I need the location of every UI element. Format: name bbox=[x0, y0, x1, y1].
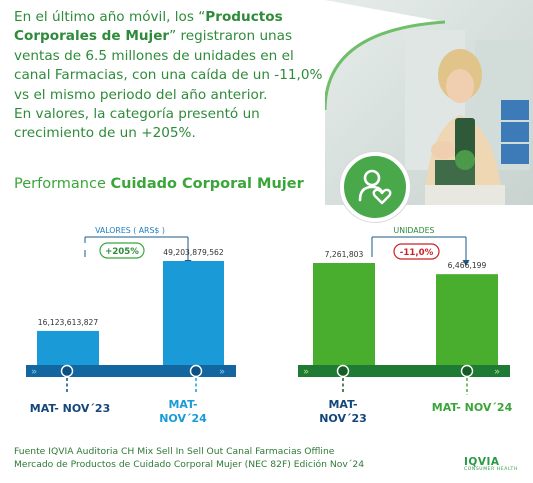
iqvia-logo: IQVIA CONSUMER HEALTH bbox=[464, 456, 518, 472]
unidades-category-1: MAT-NOV´23 bbox=[319, 398, 367, 425]
valores-marker-1 bbox=[60, 364, 74, 378]
unidades-marker-2 bbox=[460, 364, 474, 378]
unidades-title: UNIDADES bbox=[394, 226, 435, 235]
valores-category-1: MAT- NOV´23 bbox=[30, 402, 110, 415]
unidades-value-1: 7,261,803 bbox=[325, 250, 364, 259]
logo-sub: CONSUMER HEALTH bbox=[464, 467, 518, 472]
valores-title: VALORES ( ARS$ ) bbox=[95, 226, 165, 235]
unidades-connector bbox=[371, 236, 467, 261]
footer-line-2: Mercado de Productos de Cuidado Corporal… bbox=[14, 458, 365, 470]
unidades-bar-1 bbox=[313, 263, 375, 365]
unidades-change-pill bbox=[393, 243, 440, 260]
valores-bar-2 bbox=[163, 261, 224, 365]
source-footer: Fuente IQVIA Auditoria CH Mix Sell In Se… bbox=[14, 446, 364, 471]
logo-name: IQVIA bbox=[464, 456, 500, 468]
section-title-bold: Cuidado Corporal Mujer bbox=[110, 176, 304, 192]
unidades-value-2: 6,466,199 bbox=[448, 261, 487, 270]
unidades-marker-1 bbox=[336, 364, 350, 378]
valores-track-chevrons-right: » bbox=[219, 367, 225, 378]
intro-text: En el último año móvil, los “Productos C… bbox=[14, 8, 324, 144]
valores-value-1: 16,123,613,827 bbox=[38, 318, 99, 327]
valores-marker-2 bbox=[189, 364, 203, 378]
unidades-track-chevrons-right: » bbox=[494, 367, 500, 378]
valores-connector bbox=[84, 237, 189, 257]
valores-bar-1 bbox=[37, 330, 99, 365]
section-title: Performance Cuidado Corporal Mujer bbox=[14, 176, 304, 192]
unidades-track-chevrons-left: » bbox=[303, 367, 309, 378]
valores-change: +205% bbox=[105, 247, 139, 257]
intro-p1-b: ” registraron unas ventas de 6.5 millone… bbox=[14, 28, 323, 103]
footer-line-1: Fuente IQVIA Auditoria CH Mix Sell In Se… bbox=[14, 446, 335, 457]
section-title-plain: Performance bbox=[14, 176, 111, 192]
valores-category-2: MAT-NOV´24 bbox=[159, 398, 207, 425]
unidades-bar-2 bbox=[436, 274, 498, 365]
intro-p1-a: En el último año móvil, los “ bbox=[14, 9, 206, 25]
valores-track-chevrons-left: » bbox=[31, 367, 37, 378]
person-heart-icon bbox=[340, 152, 410, 222]
intro-p2: En valores, la categoría presentó un cre… bbox=[14, 106, 260, 142]
charts-area: VALORES ( ARS$ ) +205% 16,123,613,827 49… bbox=[26, 226, 513, 425]
valores-change-pill bbox=[99, 242, 145, 259]
unidades-arrowhead bbox=[462, 260, 470, 266]
intro-p1-bold: Productos Corporales de Mujer bbox=[14, 9, 283, 45]
unidades-change: -11,0% bbox=[400, 248, 434, 258]
unidades-track bbox=[298, 365, 510, 377]
valores-value-2: 49,203,879,562 bbox=[163, 248, 224, 257]
unidades-category-2: MAT- NOV´24 bbox=[432, 401, 513, 414]
valores-track bbox=[26, 365, 236, 377]
